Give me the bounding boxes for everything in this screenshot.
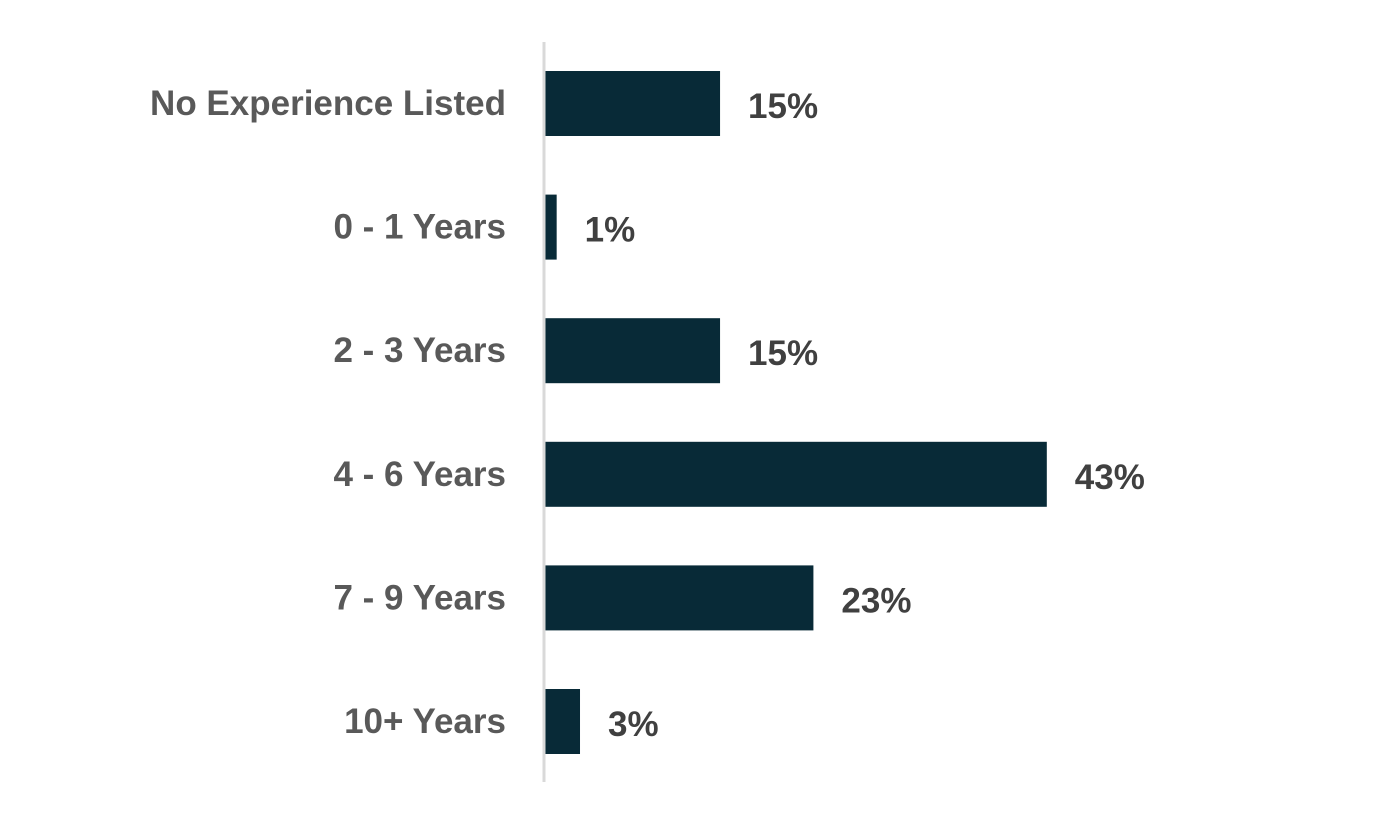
category-label: 2 - 3 Years (333, 331, 506, 370)
bar (545, 565, 814, 631)
data-label: 15% (748, 87, 818, 126)
data-label: 1% (585, 211, 636, 250)
bar (545, 194, 557, 260)
bar (545, 689, 581, 754)
category-label: 0 - 1 Years (333, 208, 506, 247)
data-label: 3% (608, 705, 659, 744)
data-label: 15% (748, 334, 818, 373)
category-label: 4 - 6 Years (333, 455, 506, 494)
category-label: No Experience Listed (150, 84, 506, 123)
category-label: 7 - 9 Years (333, 578, 506, 617)
bars-layer (545, 71, 1047, 754)
bar (545, 318, 721, 384)
data-label: 23% (841, 581, 911, 620)
category-label: 10+ Years (344, 702, 506, 741)
labels-layer: No Experience Listed 15% 0 - 1 Years 1% 2 - … (150, 84, 1145, 744)
bar (545, 71, 721, 136)
data-label: 43% (1075, 458, 1145, 497)
bar (545, 441, 1047, 507)
